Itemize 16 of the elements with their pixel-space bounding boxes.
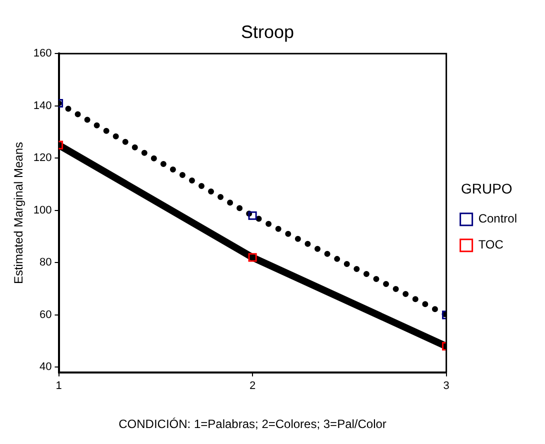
y-axis-title: Estimated Marginal Means (12, 142, 26, 284)
y-tick-label: 140 (33, 100, 52, 112)
x-tick-label: 2 (249, 380, 256, 392)
y-tick-label: 160 (33, 48, 52, 60)
chart-title: Stroop (240, 22, 294, 42)
legend-label: Control (478, 212, 518, 226)
y-tick-label: 40 (40, 361, 52, 374)
y-tick-label: 60 (40, 308, 52, 321)
legend-label: TOC (478, 238, 504, 252)
legend-title: GRUPO (460, 180, 512, 196)
y-tick-label: 80 (40, 256, 52, 269)
x-tick-label: 1 (56, 380, 62, 392)
x-tick-label: 3 (443, 380, 450, 392)
y-tick-label: 120 (33, 152, 52, 164)
x-axis-title: CONDICIÓN: 1=Palabras; 2=Colores; 3=Pal/Color (118, 417, 386, 432)
y-tick-label: 100 (33, 204, 52, 216)
